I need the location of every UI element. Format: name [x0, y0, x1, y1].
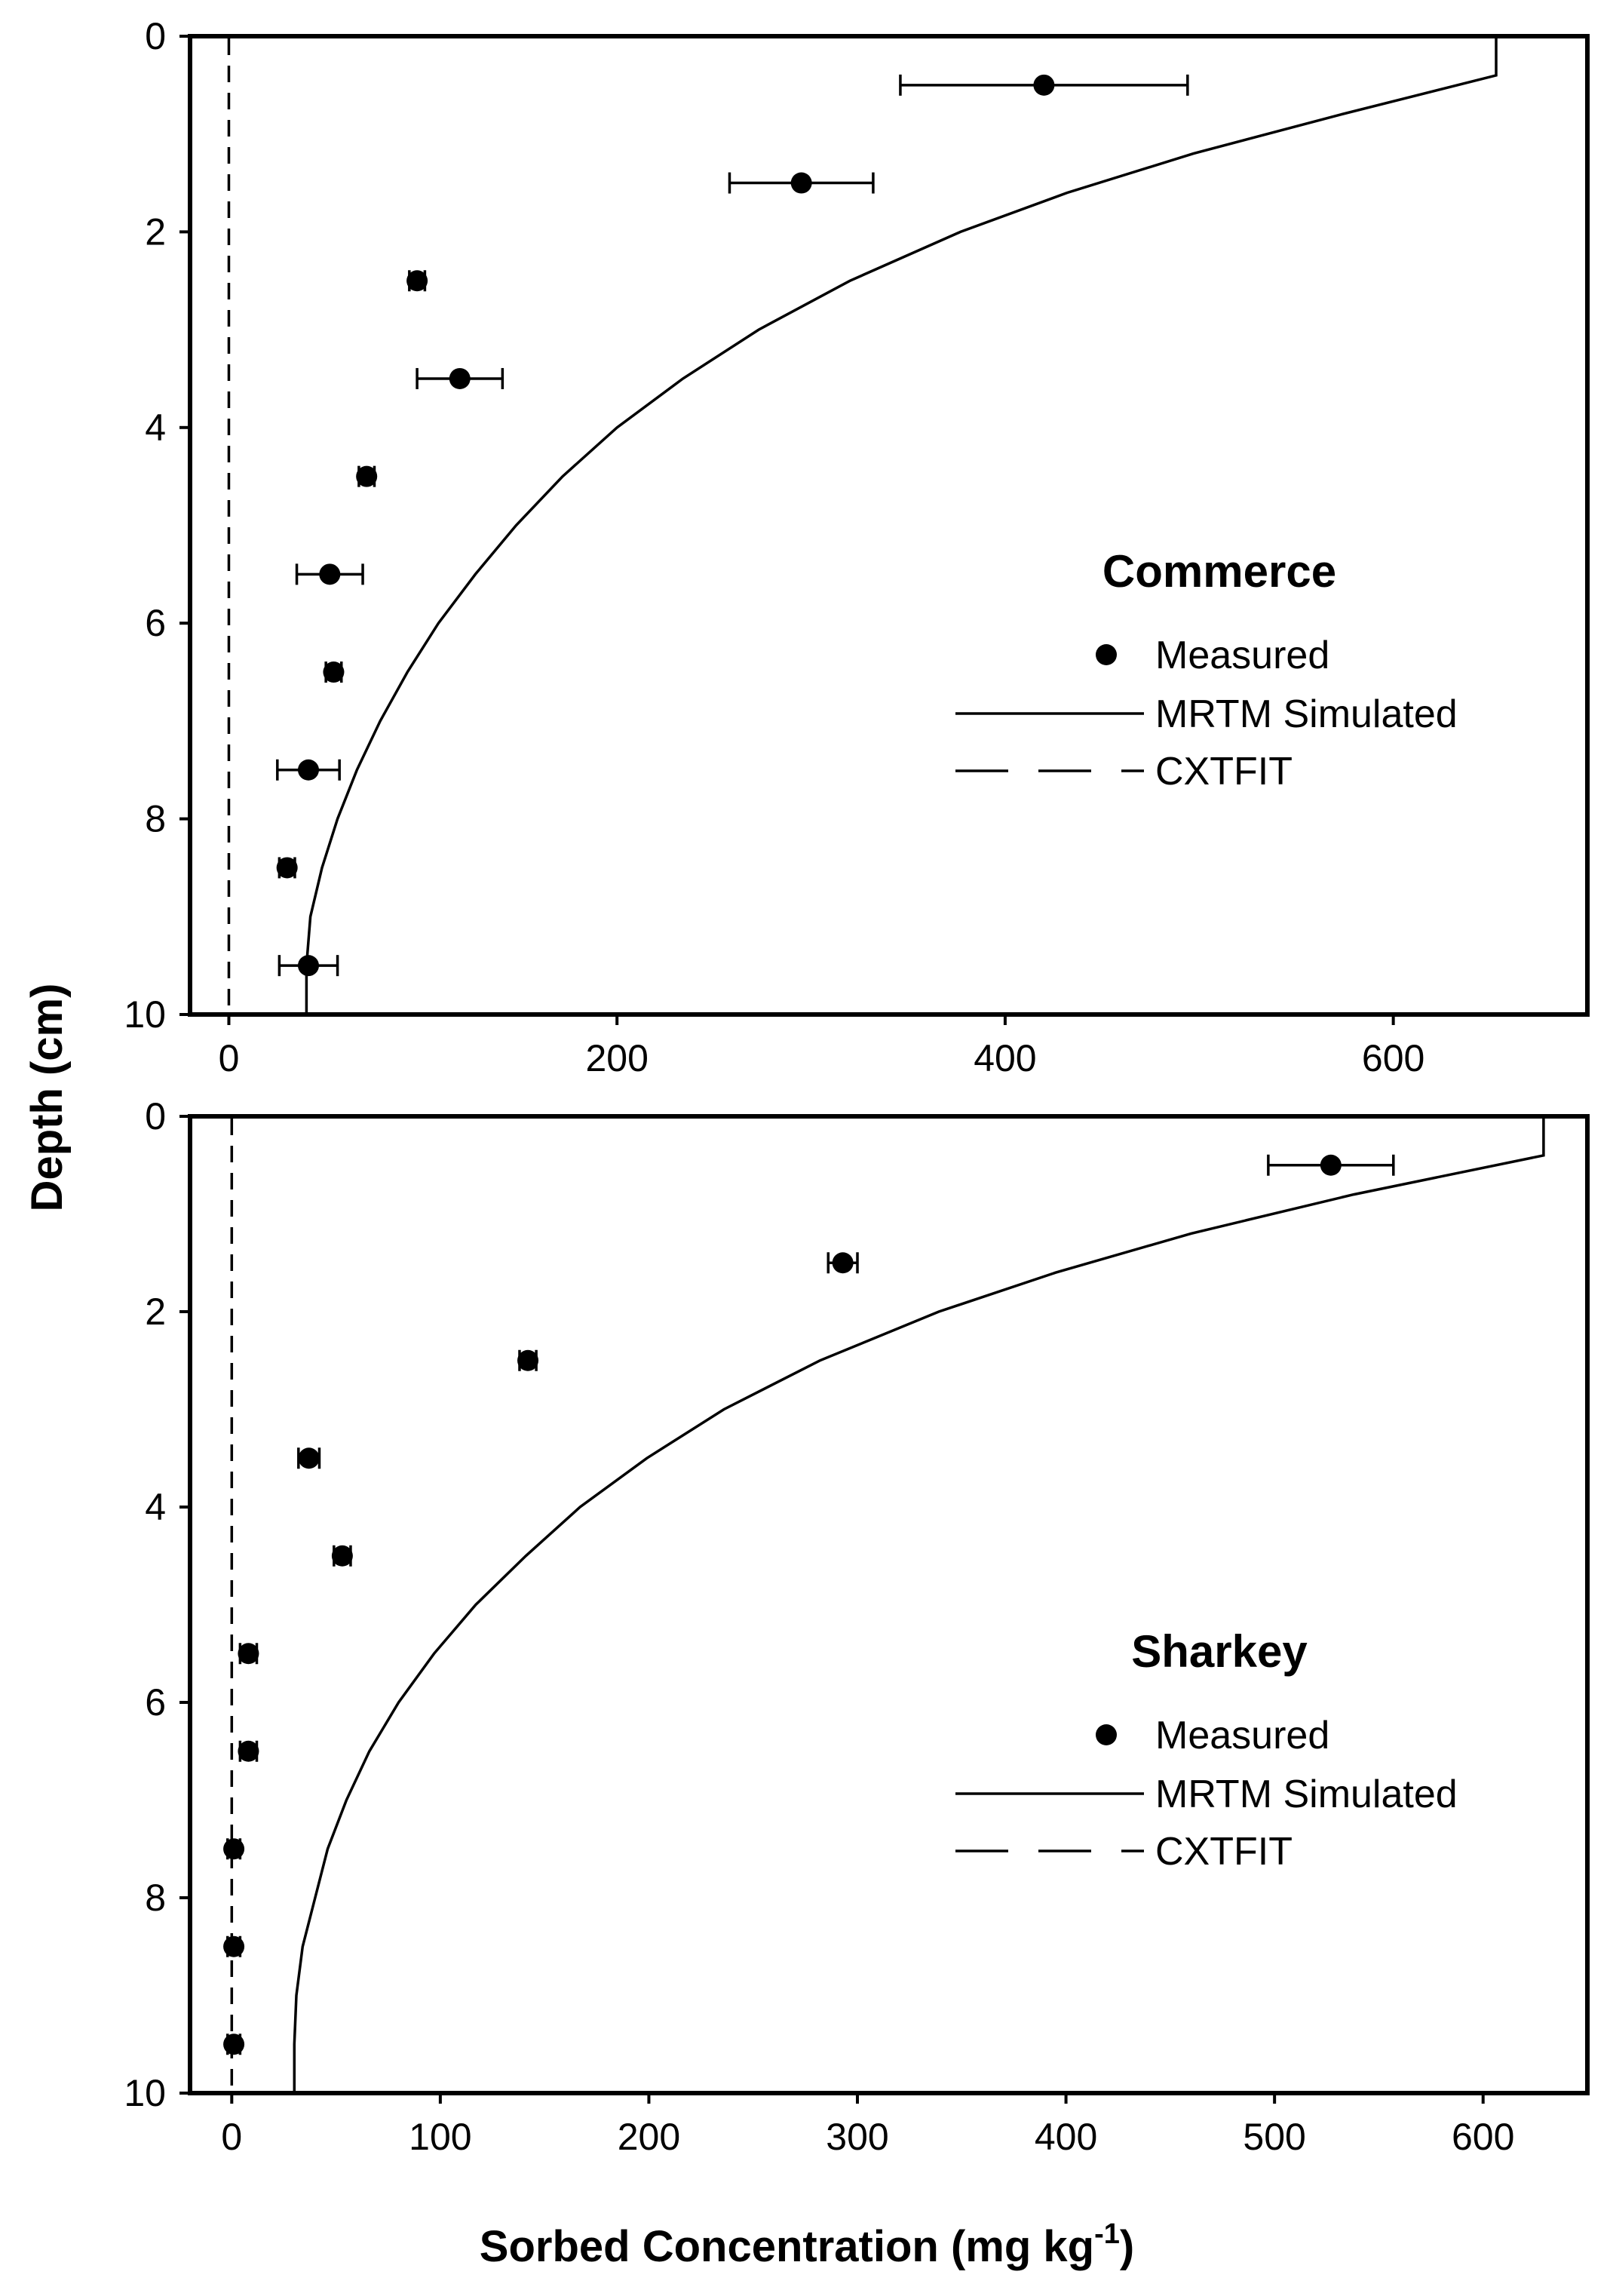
legend-mrtm-label: MRTM Simulated	[1155, 692, 1458, 736]
measured-point	[238, 1740, 259, 1762]
legend-measured-label: Measured	[1155, 634, 1329, 677]
x-tick-label: 400	[1035, 2116, 1097, 2158]
measured-point	[276, 857, 298, 879]
y-tick-label: 10	[124, 2072, 166, 2114]
measured-point	[238, 1643, 259, 1665]
legend-title: Sharkey	[1131, 1626, 1308, 1677]
y-tick-label: 6	[145, 1681, 166, 1724]
y-tick-label: 8	[145, 1877, 166, 1919]
measured-point	[790, 172, 812, 194]
measured-point	[223, 1838, 245, 1860]
x-axis-title-superscript: -1	[1094, 2218, 1120, 2250]
y-tick-label: 2	[145, 210, 166, 253]
x-axis-title-close: )	[1120, 2222, 1134, 2271]
x-tick-label: 200	[585, 1037, 648, 1079]
x-tick-label: 400	[974, 1037, 1036, 1079]
y-tick-label: 4	[145, 1486, 166, 1528]
x-tick-label: 0	[219, 1037, 240, 1079]
legend-mrtm-label: MRTM Simulated	[1155, 1773, 1458, 1816]
measured-point	[297, 955, 319, 977]
y-tick-label: 10	[124, 993, 166, 1036]
legend-cxtfit-label: CXTFIT	[1155, 1830, 1293, 1874]
measured-point	[1320, 1154, 1342, 1176]
measured-point	[223, 1935, 245, 1957]
measured-point	[298, 1447, 320, 1469]
measured-point	[1033, 74, 1055, 96]
legend-measured-marker	[1096, 644, 1117, 665]
measured-point	[832, 1252, 854, 1274]
legend-title: Commerce	[1102, 546, 1336, 597]
y-tick-label: 0	[145, 15, 166, 57]
measured-point	[331, 1545, 353, 1567]
x-tick-label: 600	[1362, 1037, 1424, 1079]
y-tick-label: 4	[145, 407, 166, 449]
legend-measured-marker	[1096, 1724, 1117, 1745]
plot-frame	[188, 1114, 1590, 2095]
x-axis-title-main: Sorbed Concentration (mg kg	[480, 2222, 1094, 2271]
y-tick-label: 6	[145, 602, 166, 644]
y-tick-label: 2	[145, 1291, 166, 1333]
measured-point	[406, 270, 428, 292]
x-tick-label: 500	[1243, 2116, 1305, 2158]
measured-point	[517, 1349, 539, 1371]
legend-measured-label: Measured	[1155, 1714, 1329, 1757]
measured-point	[297, 759, 319, 781]
measured-point	[356, 465, 378, 487]
legend-cxtfit-label: CXTFIT	[1155, 750, 1293, 793]
x-tick-label: 0	[221, 2116, 242, 2158]
plot-frame	[188, 34, 1590, 1017]
x-tick-label: 300	[826, 2116, 888, 2158]
y-axis-title: Depth (cm)	[23, 984, 72, 1212]
measured-point	[319, 563, 341, 585]
x-tick-label: 100	[409, 2116, 471, 2158]
y-tick-label: 0	[145, 1095, 166, 1137]
measured-point	[449, 367, 471, 389]
x-tick-label: 200	[618, 2116, 680, 2158]
measured-point	[323, 661, 345, 683]
measured-point	[223, 2034, 245, 2055]
panel-commerce: 0 2 4 6 8 10 0 200 400 600 Commerce Measured MRTM Si…	[124, 15, 1590, 1079]
y-tick-label: 8	[145, 798, 166, 840]
x-axis-title: Sorbed Concentration (mg kg-1)	[480, 2218, 1134, 2271]
mrtm-simulated-line	[305, 36, 1498, 1014]
x-tick-label: 600	[1452, 2116, 1514, 2158]
mrtm-simulated-line	[293, 1116, 1545, 2093]
